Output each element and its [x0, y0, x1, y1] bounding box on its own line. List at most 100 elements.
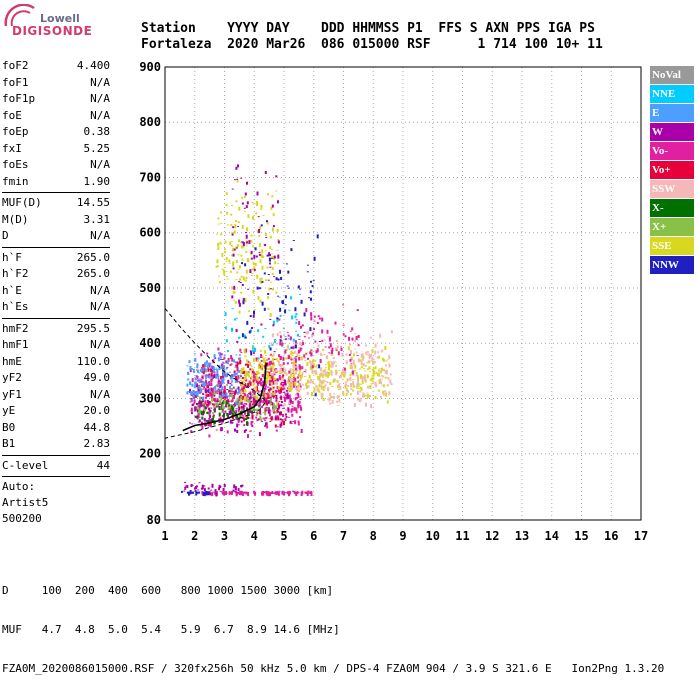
echo-point-e	[236, 391, 239, 395]
echo-point-ssw	[317, 344, 320, 348]
param-label: foF1p	[2, 92, 36, 105]
echo-point-ssw	[319, 379, 322, 384]
echo-point-sse	[381, 367, 383, 371]
echo-point-vo	[244, 405, 246, 407]
echo-point-vo	[240, 405, 243, 409]
echo-point-sse	[240, 275, 243, 278]
echo-point-sse	[260, 254, 263, 258]
echo-point-x	[238, 414, 241, 419]
echo-point-e	[235, 373, 238, 376]
echo-point-vo	[210, 387, 213, 391]
echo-point-x	[195, 415, 198, 419]
echo-point-sse	[250, 253, 253, 256]
echo-point-sse	[291, 382, 294, 386]
echo-point-x	[225, 400, 228, 405]
echo-point-sse	[251, 395, 254, 397]
echo-point-sse	[308, 374, 311, 376]
echo-point-sse	[246, 359, 249, 363]
param-label: foEp	[2, 125, 29, 138]
autoscale-line: Auto:	[2, 480, 36, 493]
echo-point-x	[246, 410, 249, 415]
echo-point-vo	[268, 371, 271, 374]
echo-point-sse	[238, 310, 241, 314]
echo-point-sse	[375, 371, 378, 374]
echo-point-w	[241, 416, 244, 419]
echo-point-nnw	[277, 278, 280, 281]
echo-point-nne	[279, 314, 282, 317]
echo-point-sse	[275, 190, 278, 192]
echo-point-e	[202, 396, 205, 401]
echo-point-sse	[334, 361, 337, 363]
legend-entry-x: X-	[650, 199, 694, 217]
echo-point-x	[223, 413, 225, 418]
echo-point-e	[193, 385, 196, 389]
echo-point-w	[248, 240, 251, 245]
echo-point-x	[273, 407, 276, 412]
echo-point-ssw	[332, 357, 335, 360]
echo-point-w	[231, 295, 234, 299]
param-label: foF1	[2, 75, 29, 89]
x-tick-label: 5	[280, 529, 287, 543]
echo-point-w	[219, 392, 221, 395]
echo-point-vo	[356, 309, 359, 312]
echo-point-x	[231, 394, 234, 398]
header-values: Fortaleza 2020 Mar26 086 015000 RSF 1 71…	[141, 37, 603, 52]
echo-point-w	[199, 400, 201, 405]
echo-point-sse	[228, 262, 231, 264]
echo-point-sse	[267, 391, 270, 394]
echo-point-ssw	[278, 361, 281, 365]
echo-point-w	[206, 419, 208, 422]
echo-point-w	[253, 268, 256, 271]
echo-point-w	[276, 295, 279, 297]
echo-point-vo	[220, 376, 223, 380]
echo-point-x	[237, 418, 240, 420]
echo-point-ssw	[304, 368, 307, 373]
echo-point-vo	[210, 393, 213, 398]
echo-point-e	[192, 368, 195, 372]
echo-point-ssw	[361, 357, 364, 361]
echo-point-w	[247, 288, 250, 290]
echo-point-vo	[211, 365, 214, 369]
echo-point-w	[232, 267, 235, 270]
echo-point-ssw	[305, 331, 308, 335]
echo-point-x	[221, 411, 224, 413]
echo-point-e	[202, 383, 205, 386]
echo-point-vo	[262, 491, 265, 492]
echo-point-nnw	[276, 317, 279, 320]
param-value: 295.5	[76, 321, 110, 335]
echo-point-vo	[201, 491, 204, 494]
echo-point-x	[227, 408, 230, 410]
echo-point-vo	[230, 355, 233, 359]
echo-point-vo	[244, 363, 247, 366]
echo-point-vo	[326, 329, 329, 334]
echo-point-vo	[310, 352, 313, 357]
echo-point-vo	[208, 373, 211, 375]
echo-point-nnw	[299, 288, 302, 290]
echo-point-sse	[271, 248, 273, 250]
echo-point-sse	[248, 379, 251, 381]
echo-point-sse	[364, 370, 367, 372]
echo-point-nne	[284, 336, 287, 338]
echo-point-x	[207, 420, 210, 425]
echo-point-vo	[258, 376, 261, 379]
echo-point-sse	[236, 179, 239, 183]
echo-point-w	[210, 407, 213, 409]
echo-point-sse	[318, 383, 321, 388]
echo-point-sse	[271, 355, 274, 357]
echo-point-vo	[192, 393, 195, 397]
echo-point-nnw	[309, 327, 312, 332]
echo-point-w	[240, 420, 243, 423]
echo-point-sse	[351, 379, 354, 381]
echo-point-sse	[245, 245, 248, 247]
echo-point-sse	[271, 256, 274, 260]
echo-point-vo	[315, 350, 318, 354]
y-tick-label: 600	[139, 226, 161, 240]
echo-point-vo	[206, 404, 209, 408]
echo-point-sse	[255, 212, 258, 215]
echo-point-vo	[294, 407, 297, 411]
echo-point-sse	[328, 373, 331, 375]
echo-point-vo	[268, 379, 271, 383]
echo-point-w	[210, 419, 212, 422]
echo-point-vo	[231, 399, 234, 403]
echo-point-sse	[284, 357, 287, 360]
